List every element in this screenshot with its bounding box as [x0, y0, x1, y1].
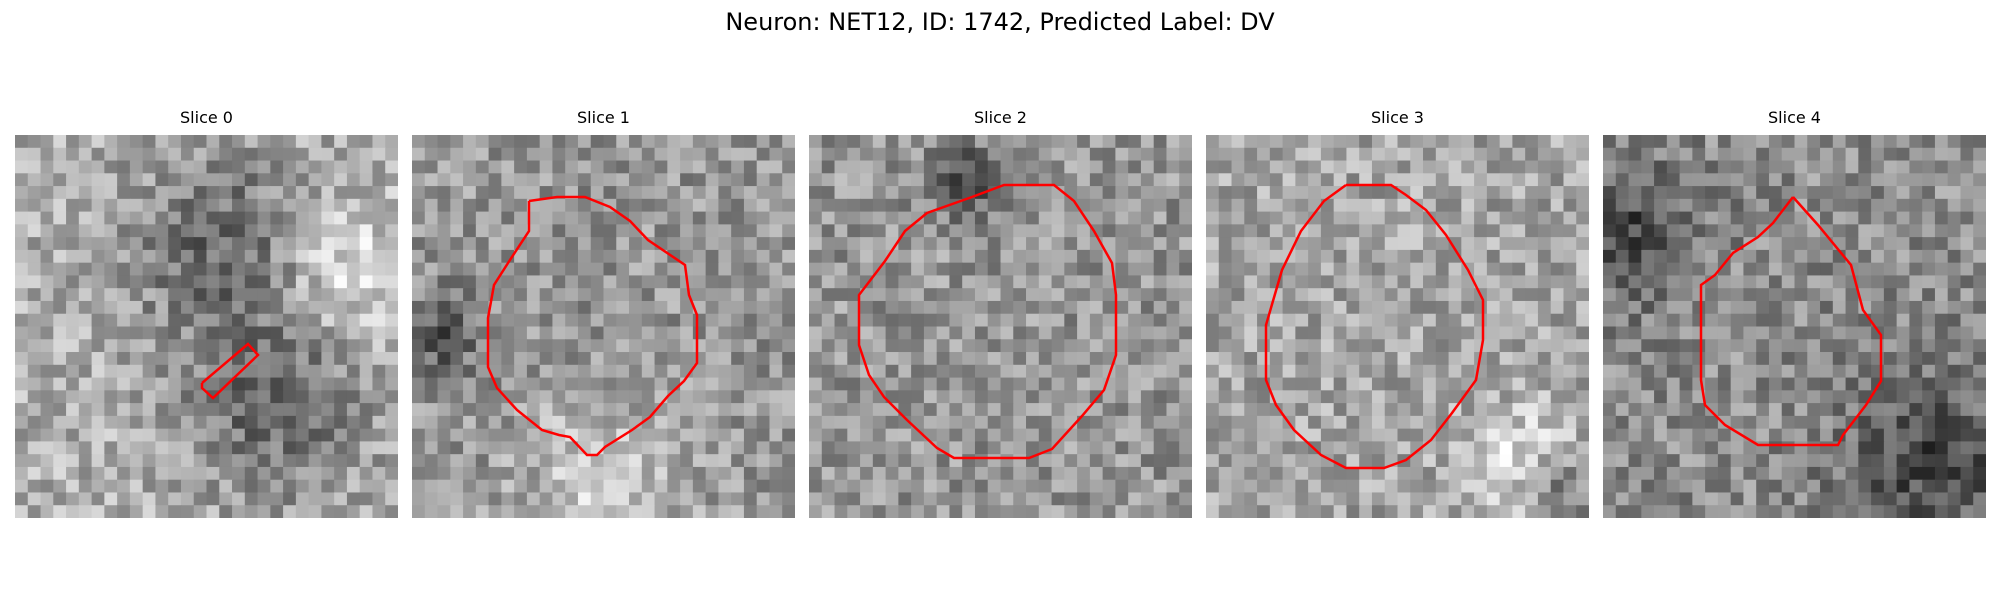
slice-title: Slice 3	[1371, 108, 1424, 127]
roi-contour	[1264, 183, 1485, 470]
slice-image	[1603, 135, 1986, 518]
slice-image	[809, 135, 1192, 518]
slice-image	[1206, 135, 1589, 518]
pixel-grid	[412, 135, 795, 518]
slice-panel-2: Slice 2	[809, 107, 1192, 518]
pixel-grid	[1603, 135, 1986, 518]
roi-contour	[1699, 196, 1883, 447]
slice-panel-4: Slice 4	[1603, 107, 1986, 518]
slice-image	[15, 135, 398, 518]
slice-image	[412, 135, 795, 518]
pixel-grid	[1206, 135, 1589, 518]
pixel-grid	[15, 135, 398, 518]
roi-contour	[857, 183, 1118, 460]
slice-panel-1: Slice 1	[412, 107, 795, 518]
pixel-grid	[809, 135, 1192, 518]
slice-panel-0: Slice 0	[15, 107, 398, 518]
slice-title: Slice 4	[1768, 108, 1821, 127]
slice-panel-3: Slice 3	[1206, 107, 1589, 518]
slice-title: Slice 2	[974, 108, 1027, 127]
roi-contour	[486, 195, 699, 457]
roi-contour	[200, 342, 260, 400]
slice-title: Slice 0	[180, 108, 233, 127]
slice-title: Slice 1	[577, 108, 630, 127]
figure-title: Neuron: NET12, ID: 1742, Predicted Label…	[725, 8, 1275, 36]
